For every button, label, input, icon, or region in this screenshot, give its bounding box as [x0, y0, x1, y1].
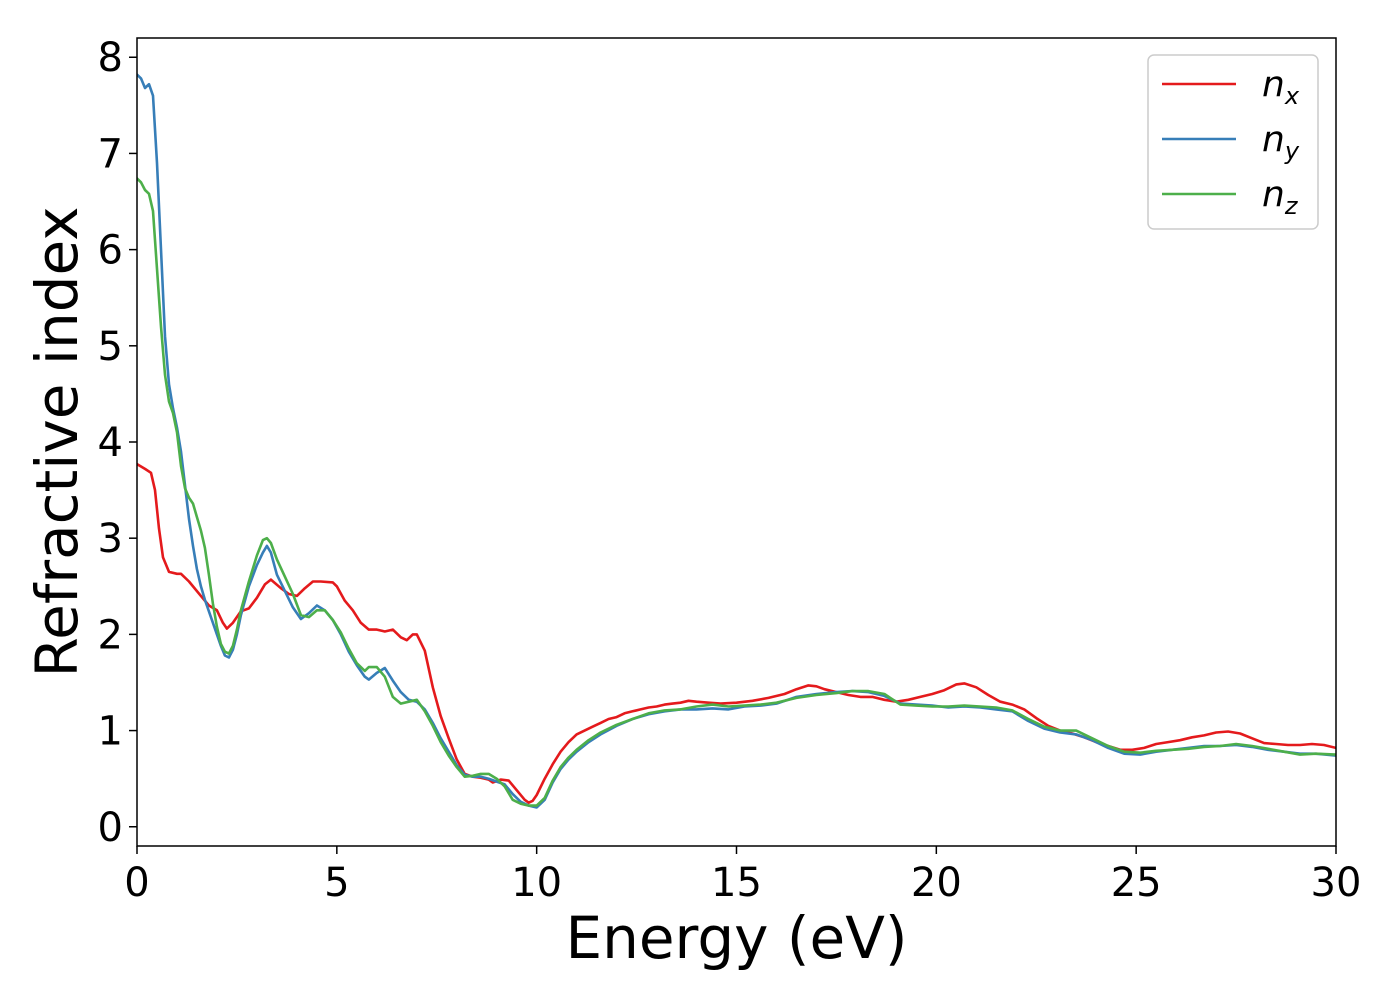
y-tick-label: 3 [98, 516, 123, 562]
x-tick-label: 30 [1311, 860, 1362, 906]
legend-label: ny [1262, 119, 1300, 165]
x-tick-label: 10 [511, 860, 562, 906]
legend-label-subscript: x [1284, 82, 1300, 110]
x-axis-label: Energy (eV) [565, 904, 907, 972]
legend-label: nx [1262, 64, 1300, 110]
series-layer [137, 73, 1336, 809]
y-tick-label: 2 [98, 612, 123, 658]
x-tick-label: 15 [711, 860, 762, 906]
y-tick-label: 8 [98, 35, 123, 81]
x-tick-label: 0 [124, 860, 149, 906]
legend-label-base: n [1262, 119, 1285, 160]
y-tick-label: 0 [98, 805, 123, 851]
series-line-n-z [137, 177, 1336, 807]
y-axis-label: Refractive index [23, 206, 91, 677]
y-tick-label: 5 [98, 324, 123, 370]
x-tick-label: 25 [1111, 860, 1162, 906]
legend-label-subscript: z [1284, 192, 1299, 220]
legend-label-subscript: y [1284, 137, 1300, 165]
x-axis: 0 5 10 15 20 25 30 [124, 846, 1361, 906]
legend-label: nz [1262, 174, 1299, 220]
legend-label-base: n [1262, 174, 1285, 215]
y-tick-label: 6 [98, 228, 123, 274]
y-axis: 0 1 2 3 4 5 6 7 8 [98, 35, 137, 851]
y-tick-label: 7 [98, 131, 123, 177]
y-tick-label: 1 [98, 709, 123, 755]
x-tick-label: 20 [911, 860, 962, 906]
legend-box [1147, 54, 1319, 230]
legend-label-base: n [1262, 64, 1285, 105]
y-tick-label: 4 [98, 420, 123, 466]
x-tick-label: 5 [324, 860, 349, 906]
